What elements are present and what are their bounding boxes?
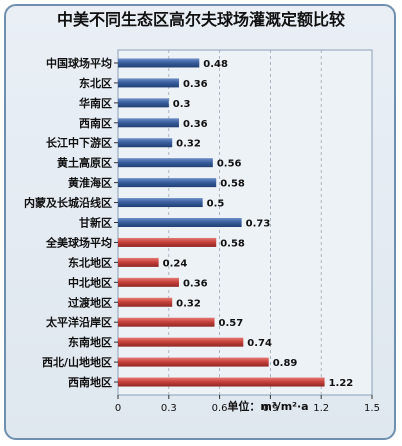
category-label: 东北区 [79,76,112,90]
data-label: 0.5 [207,199,225,210]
bar [118,158,213,168]
data-label: 0.36 [183,119,208,130]
data-label: 0.73 [246,219,271,230]
category-label: 东南地区 [68,335,112,349]
bar [118,257,159,267]
data-label: 0.56 [217,159,242,170]
data-label: 0.32 [176,298,201,309]
category-label: 西北/山地地区 [42,355,112,369]
category-label: 东北地区 [68,255,112,269]
data-label: 0.89 [273,358,298,369]
x-tick-label: 1.2 [313,403,329,414]
category-label: 华南区 [79,96,112,110]
bar [118,377,325,387]
data-label: 0.32 [176,139,201,150]
bar [118,118,179,128]
category-label: 中北地区 [68,275,112,289]
data-label: 0.58 [220,238,245,249]
data-label: 0.24 [163,258,188,269]
x-tick-label: 0.9 [262,403,278,414]
category-label: 中国球场平均 [46,56,112,70]
bar [118,198,203,208]
bar [118,78,179,88]
category-label: 黄淮海区 [68,176,112,190]
bar [118,58,200,68]
category-label: 西南区 [79,116,112,130]
bar [118,98,169,108]
bar [118,178,217,188]
data-label: 0.36 [183,278,208,289]
x-tick-label: 0 [115,403,121,414]
unit-label: 单位：m³/m²·a [227,399,308,413]
bar [118,277,179,287]
data-label: 0.3 [173,99,191,110]
category-label: 长江中下游区 [46,136,112,150]
data-label: 0.36 [183,79,208,90]
category-label: 甘新区 [79,216,112,230]
x-tick-label: 0.6 [212,403,228,414]
chart-title: 中美不同生态区高尔夫球场灌溉定额比较 [56,10,345,29]
category-label: 全美球场平均 [45,235,112,249]
bar [118,337,244,347]
x-tick-label: 1.5 [364,403,380,414]
data-label: 0.74 [247,338,272,349]
category-label: 内蒙及长城沿线区 [24,196,112,210]
x-tick-label: 0.3 [161,403,177,414]
data-label: 0.57 [219,318,244,329]
category-label: 太平洋沿岸区 [45,315,112,329]
bar [118,297,173,307]
bar [118,357,269,367]
data-label: 0.48 [203,59,228,70]
category-label: 过渡地区 [68,295,112,309]
bar [118,138,173,148]
bar [118,317,215,327]
data-label: 1.22 [329,378,354,389]
category-label: 西南地区 [68,375,112,389]
category-label: 黄土高原区 [57,156,112,170]
bar [118,237,217,247]
bar [118,218,242,227]
data-label: 0.58 [220,179,245,190]
